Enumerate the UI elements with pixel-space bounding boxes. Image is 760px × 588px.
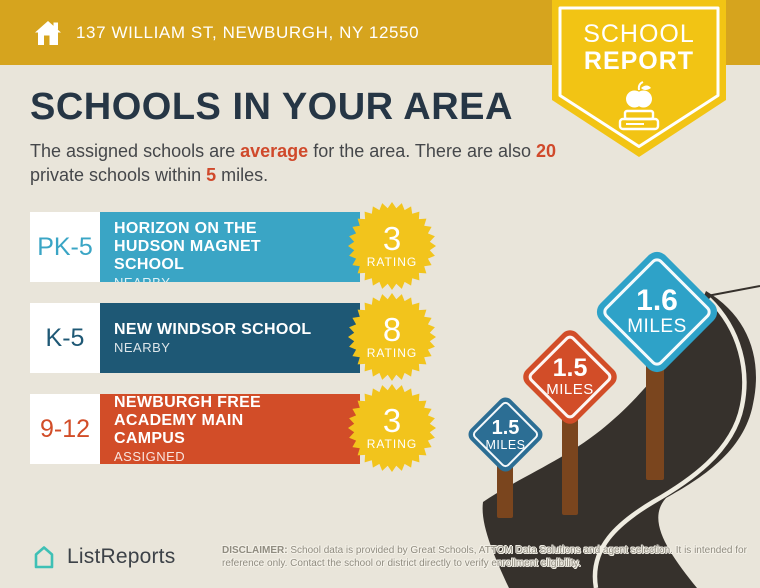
distance-sign-3: 1.6 MILES <box>591 246 723 378</box>
rating-value: 3 <box>382 220 402 257</box>
house-icon <box>35 20 61 45</box>
school-bar: NEW WINDSOR SCHOOL NEARBY <box>100 303 360 373</box>
brand-house-icon <box>34 546 54 569</box>
intro-highlight-radius: 5 <box>206 164 217 185</box>
grade-range: PK-5 <box>30 212 100 282</box>
ribbon-title-line1: SCHOOL <box>583 20 695 48</box>
sign-post <box>562 395 578 515</box>
brand-name: ListReports <box>67 545 176 568</box>
school-tag: ASSIGNED <box>114 449 186 464</box>
listreports-logo: ListReports <box>30 543 175 571</box>
school-bar: HORIZON ON THE HUDSON MAGNET SCHOOL NEAR… <box>100 212 360 282</box>
ribbon-shape <box>552 0 726 157</box>
distance-unit: MILES <box>627 316 687 337</box>
distance-value: 1.5 <box>552 354 588 382</box>
ribbon-title-line2: REPORT <box>583 47 695 75</box>
grade-range: K-5 <box>30 303 100 373</box>
distance-value: 1.5 <box>491 416 520 439</box>
school-report-ribbon: SCHOOL REPORT <box>552 0 726 160</box>
rating-value: 3 <box>382 402 402 439</box>
distant-road-line <box>706 285 760 297</box>
page-title: SCHOOLS IN YOUR AREA <box>30 86 513 128</box>
school-name: NEWBURGH FREE ACADEMY MAIN CAMPUS <box>114 394 262 447</box>
road-center-line <box>592 297 747 588</box>
school-name: NEW WINDSOR SCHOOL <box>114 321 312 338</box>
property-address: 137 WILLIAM ST, NEWBURGH, NY 12550 <box>76 22 420 42</box>
rating-value: 8 <box>382 311 402 348</box>
apple-on-book-icon <box>618 81 660 131</box>
disclaimer-text: DISCLAIMER: School data is provided by G… <box>222 545 747 569</box>
rating-label: RATING <box>366 437 418 451</box>
intro-highlight-count: 20 <box>535 141 557 161</box>
distance-value: 1.6 <box>636 284 678 317</box>
rating-badge: 3 RATING <box>347 201 437 291</box>
rating-label: RATING <box>366 346 418 360</box>
school-row-newburgh-free-academy: 9-12 NEWBURGH FREE ACADEMY MAIN CAMPUS A… <box>30 384 436 472</box>
intro-part1: The assigned schools are <box>30 141 241 161</box>
rating-badge: 3 RATING <box>347 383 437 473</box>
distance-unit: MILES <box>546 381 594 398</box>
rating-label: RATING <box>366 255 418 269</box>
intro-part3: private schools within <box>30 164 207 185</box>
school-name: HORIZON ON THE HUDSON MAGNET SCHOOL <box>114 220 262 273</box>
school-tag: NEARBY <box>114 340 171 355</box>
grade-range: 9-12 <box>30 394 100 464</box>
sign-post <box>646 345 664 480</box>
distance-unit: MILES <box>485 437 526 452</box>
school-row-new-windsor: K-5 NEW WINDSOR SCHOOL NEARBY 8 RATING <box>30 293 436 381</box>
distance-sign-2: 1.5 MILES <box>519 326 621 428</box>
rating-badge: 8 RATING <box>347 292 437 382</box>
intro-text: The assigned schools are average for the… <box>30 140 558 188</box>
school-tag: NEARBY <box>114 275 360 282</box>
school-list: PK-5 HORIZON ON THE HUDSON MAGNET SCHOOL… <box>30 202 436 485</box>
intro-part4: miles. <box>216 164 269 185</box>
road-shape <box>482 291 756 588</box>
disclaimer-label: DISCLAIMER: <box>222 545 288 556</box>
intro-part2: for the area. There are also <box>308 141 536 161</box>
intro-highlight-average: average <box>240 141 309 161</box>
school-row-horizon: PK-5 HORIZON ON THE HUDSON MAGNET SCHOOL… <box>30 202 436 290</box>
school-bar: NEWBURGH FREE ACADEMY MAIN CAMPUS ASSIGN… <box>100 394 360 464</box>
